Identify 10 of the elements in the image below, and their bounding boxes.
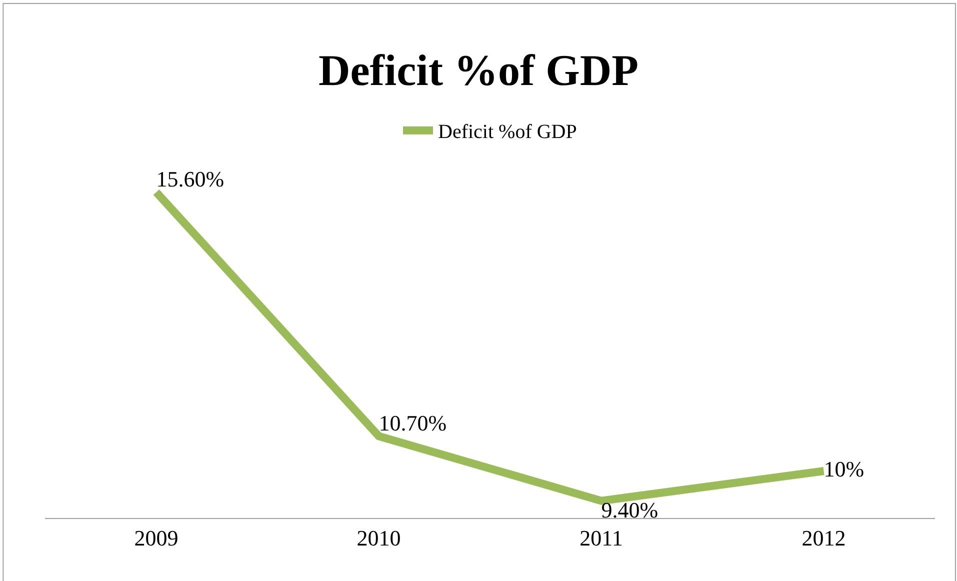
data-label: 15.60%: [156, 166, 224, 192]
legend-label: Deficit %of GDP: [438, 121, 577, 144]
chart-title: Deficit %of GDP: [318, 46, 639, 96]
x-tick-label: 2010: [356, 525, 401, 550]
data-label: 10.70%: [378, 410, 447, 436]
x-tick-label: 2009: [134, 525, 178, 550]
data-label: 10%: [824, 456, 864, 482]
x-tick-label: 2012: [802, 525, 846, 550]
x-tick-label: 2011: [580, 525, 623, 550]
data-label: 9.40%: [601, 497, 658, 522]
